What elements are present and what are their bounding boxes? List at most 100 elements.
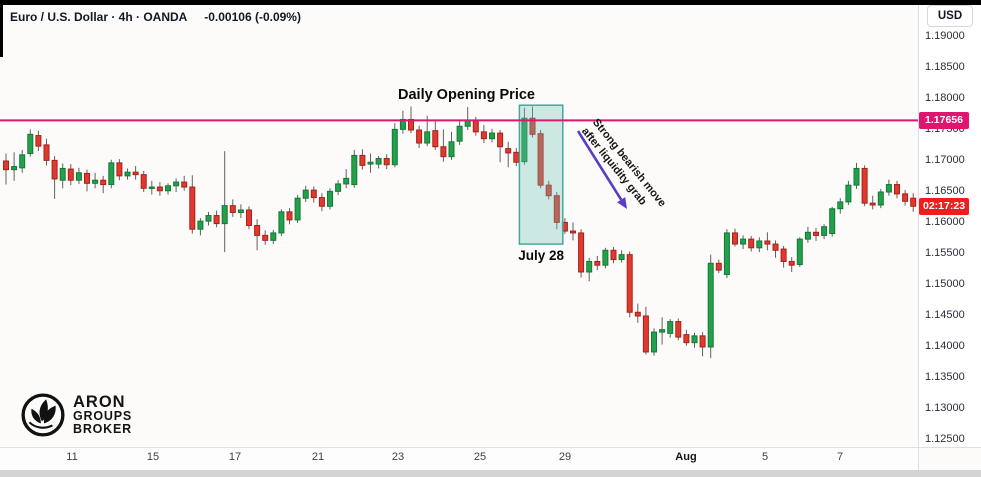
candle — [343, 169, 350, 189]
price-tick: 1.18500 — [925, 61, 965, 73]
candle — [359, 149, 366, 170]
candle — [205, 211, 212, 226]
candle — [286, 208, 293, 225]
time-tick: 7 — [836, 451, 844, 463]
candle — [254, 219, 261, 251]
candle — [772, 240, 779, 258]
broker-logo: ARON GROUPS BROKER — [20, 392, 132, 438]
candle — [399, 110, 406, 134]
logo-text: ARON GROUPS BROKER — [73, 392, 132, 437]
candle — [829, 206, 836, 237]
candle — [440, 129, 447, 162]
candle — [189, 175, 196, 234]
candle — [92, 172, 99, 189]
candle — [707, 254, 714, 359]
candle — [869, 195, 876, 210]
candle — [902, 190, 909, 206]
price-axis[interactable]: USD 1.19000 1.18500 1.18000 1.17500 1.17000 1… — [918, 0, 981, 447]
daily-opening-price-label[interactable]: Daily Opening Price — [398, 87, 535, 103]
candle — [748, 236, 755, 252]
price-tick: 1.15000 — [925, 278, 965, 290]
price-tick: 1.16500 — [925, 185, 965, 197]
candle — [910, 193, 917, 212]
candle — [67, 164, 74, 186]
candle — [691, 332, 698, 348]
candle — [351, 149, 358, 188]
currency-button[interactable]: USD — [927, 5, 973, 27]
candle — [237, 204, 244, 219]
logo-line-aron: ARON — [73, 392, 126, 411]
candle — [140, 170, 147, 192]
candle — [821, 224, 828, 240]
price-tick: 1.13000 — [925, 402, 965, 414]
candle — [124, 168, 131, 180]
candle — [715, 259, 722, 274]
logo-line-groups: GROUPS — [73, 408, 132, 423]
candle — [375, 156, 382, 169]
candle — [229, 199, 236, 217]
candle — [578, 229, 585, 278]
bearish-arrow[interactable] — [576, 130, 627, 209]
candle — [667, 319, 674, 338]
candle — [570, 222, 576, 241]
candle — [610, 247, 617, 264]
candle — [618, 250, 625, 263]
candle — [545, 180, 552, 200]
candle — [367, 153, 374, 173]
axis-separator-horizontal — [0, 447, 981, 448]
price-tick: 1.17000 — [925, 154, 965, 166]
price-tick: 1.19000 — [925, 30, 965, 42]
price-tick: 1.14000 — [925, 340, 965, 352]
candle — [302, 185, 309, 202]
countdown-badge: 02:17:23 — [919, 197, 970, 215]
candle — [432, 119, 439, 150]
candle — [132, 165, 139, 180]
price-tick: 1.12500 — [925, 433, 965, 445]
candle — [683, 329, 690, 346]
price-tick: 1.18000 — [925, 92, 965, 104]
symbol-title[interactable]: Euro / U.S. Dollar · 4h · OANDA — [10, 10, 187, 24]
window-bottom-edge — [0, 470, 981, 477]
candle — [877, 188, 884, 209]
candle — [173, 178, 180, 192]
time-tick: 17 — [228, 451, 242, 463]
candle — [723, 229, 730, 279]
candle — [35, 130, 42, 152]
candle — [108, 159, 115, 189]
july-28-label[interactable]: July 28 — [518, 248, 564, 264]
time-tick: 21 — [311, 451, 325, 463]
candle — [278, 209, 285, 237]
highlight-box[interactable] — [518, 104, 564, 245]
time-axis[interactable]: 11 15 17 21 23 25 29 Aug 5 7 — [0, 447, 918, 470]
candle — [318, 193, 325, 212]
candle — [853, 162, 860, 189]
candle — [537, 130, 544, 189]
candle — [327, 188, 333, 210]
candle — [788, 257, 795, 272]
candle — [100, 175, 107, 194]
candle — [464, 107, 471, 130]
candle — [885, 179, 892, 196]
candle — [675, 318, 682, 341]
candle — [165, 183, 171, 195]
candle — [497, 130, 504, 163]
candlestick-chart[interactable] — [0, 0, 918, 447]
price-change: -0.00106 (-0.09%) — [204, 10, 301, 24]
candle — [221, 151, 228, 253]
candle — [804, 226, 811, 243]
candle — [480, 125, 487, 144]
candle — [780, 245, 787, 268]
candle — [11, 152, 18, 181]
candle — [813, 227, 819, 241]
window-left-edge — [0, 0, 3, 57]
candle — [416, 125, 423, 148]
candle — [43, 138, 50, 166]
time-tick: 5 — [761, 451, 769, 463]
candle — [19, 149, 26, 173]
candle — [513, 147, 520, 166]
price-tick: 1.15500 — [925, 247, 965, 259]
candle — [116, 159, 123, 181]
candle — [699, 332, 706, 357]
candle — [59, 163, 66, 189]
